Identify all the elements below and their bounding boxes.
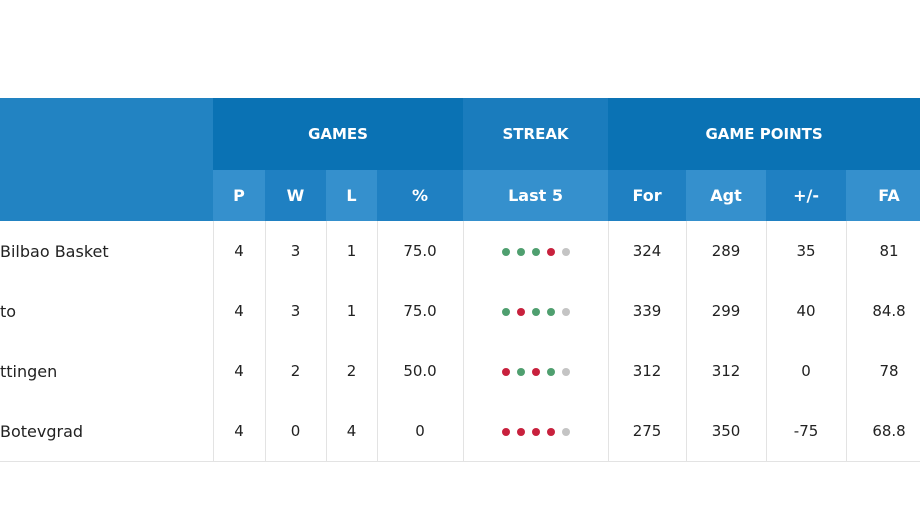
loss-dot-icon xyxy=(516,307,525,316)
team-name[interactable]: Botevgrad xyxy=(0,401,214,462)
col-agt[interactable]: Agt xyxy=(686,170,767,221)
win-dot-icon xyxy=(501,247,510,256)
cell-diff: 35 xyxy=(766,221,847,281)
cell-l: 1 xyxy=(326,281,378,341)
cell-pct: 75.0 xyxy=(377,281,464,341)
cell-fa: 78 xyxy=(846,341,920,401)
loss-dot-icon xyxy=(501,427,510,436)
cell-pct: 50.0 xyxy=(377,341,464,401)
streak-group-header: STREAK xyxy=(463,98,609,170)
team-name[interactable]: to xyxy=(0,281,214,341)
cell-w: 0 xyxy=(265,401,327,462)
cell-w: 3 xyxy=(265,221,327,281)
cell-l: 1 xyxy=(326,221,378,281)
loss-dot-icon xyxy=(531,367,540,376)
col-fa[interactable]: FA xyxy=(846,170,920,221)
cell-for: 312 xyxy=(608,341,687,401)
cell-for: 339 xyxy=(608,281,687,341)
cell-diff: -75 xyxy=(766,401,847,462)
col-last5[interactable]: Last 5 xyxy=(463,170,609,221)
streak-cell xyxy=(463,221,609,281)
win-dot-icon xyxy=(546,307,555,316)
col-diff[interactable]: +/- xyxy=(766,170,847,221)
table-row[interactable]: ttingen 4 2 2 50.0 312 312 0 78 xyxy=(0,341,920,401)
loss-dot-icon xyxy=(501,367,510,376)
cell-p: 4 xyxy=(213,221,266,281)
win-dot-icon xyxy=(516,367,525,376)
streak-cell xyxy=(463,281,609,341)
loss-dot-icon xyxy=(531,427,540,436)
col-l[interactable]: L xyxy=(326,170,377,221)
win-dot-icon xyxy=(531,247,540,256)
empty-dot-icon xyxy=(561,367,570,376)
team-name[interactable]: Bilbao Basket xyxy=(0,221,214,281)
cell-p: 4 xyxy=(213,341,266,401)
cell-l: 2 xyxy=(326,341,378,401)
cell-agt: 312 xyxy=(686,341,767,401)
game-points-group-header: GAME POINTS xyxy=(608,98,920,170)
cell-l: 4 xyxy=(326,401,378,462)
standings-table: GAMES STREAK GAME POINTS P W L % Last 5 … xyxy=(0,98,920,462)
streak-cell xyxy=(463,341,609,401)
col-for[interactable]: For xyxy=(608,170,687,221)
win-dot-icon xyxy=(531,307,540,316)
games-group-header: GAMES xyxy=(213,98,464,170)
loss-dot-icon xyxy=(546,427,555,436)
team-header xyxy=(0,98,213,221)
empty-dot-icon xyxy=(561,247,570,256)
win-dot-icon xyxy=(516,247,525,256)
cell-w: 3 xyxy=(265,281,327,341)
col-w[interactable]: W xyxy=(265,170,326,221)
team-name[interactable]: ttingen xyxy=(0,341,214,401)
loss-dot-icon xyxy=(546,247,555,256)
cell-pct: 75.0 xyxy=(377,221,464,281)
cell-fa: 84.8 xyxy=(846,281,920,341)
win-dot-icon xyxy=(546,367,555,376)
loss-dot-icon xyxy=(516,427,525,436)
cell-pct: 0 xyxy=(377,401,464,462)
cell-fa: 68.8 xyxy=(846,401,920,462)
cell-fa: 81 xyxy=(846,221,920,281)
streak-cell xyxy=(463,401,609,462)
cell-diff: 40 xyxy=(766,281,847,341)
col-p[interactable]: P xyxy=(213,170,265,221)
win-dot-icon xyxy=(501,307,510,316)
cell-agt: 350 xyxy=(686,401,767,462)
col-pct[interactable]: % xyxy=(377,170,464,221)
cell-p: 4 xyxy=(213,401,266,462)
cell-p: 4 xyxy=(213,281,266,341)
empty-dot-icon xyxy=(561,427,570,436)
cell-agt: 299 xyxy=(686,281,767,341)
cell-diff: 0 xyxy=(766,341,847,401)
cell-w: 2 xyxy=(265,341,327,401)
cell-agt: 289 xyxy=(686,221,767,281)
empty-dot-icon xyxy=(561,307,570,316)
cell-for: 324 xyxy=(608,221,687,281)
table-row[interactable]: to 4 3 1 75.0 339 299 40 84.8 xyxy=(0,281,920,341)
table-row[interactable]: Bilbao Basket 4 3 1 75.0 324 289 35 81 xyxy=(0,221,920,281)
cell-for: 275 xyxy=(608,401,687,462)
table-row[interactable]: Botevgrad 4 0 4 0 275 350 -75 68.8 xyxy=(0,401,920,462)
